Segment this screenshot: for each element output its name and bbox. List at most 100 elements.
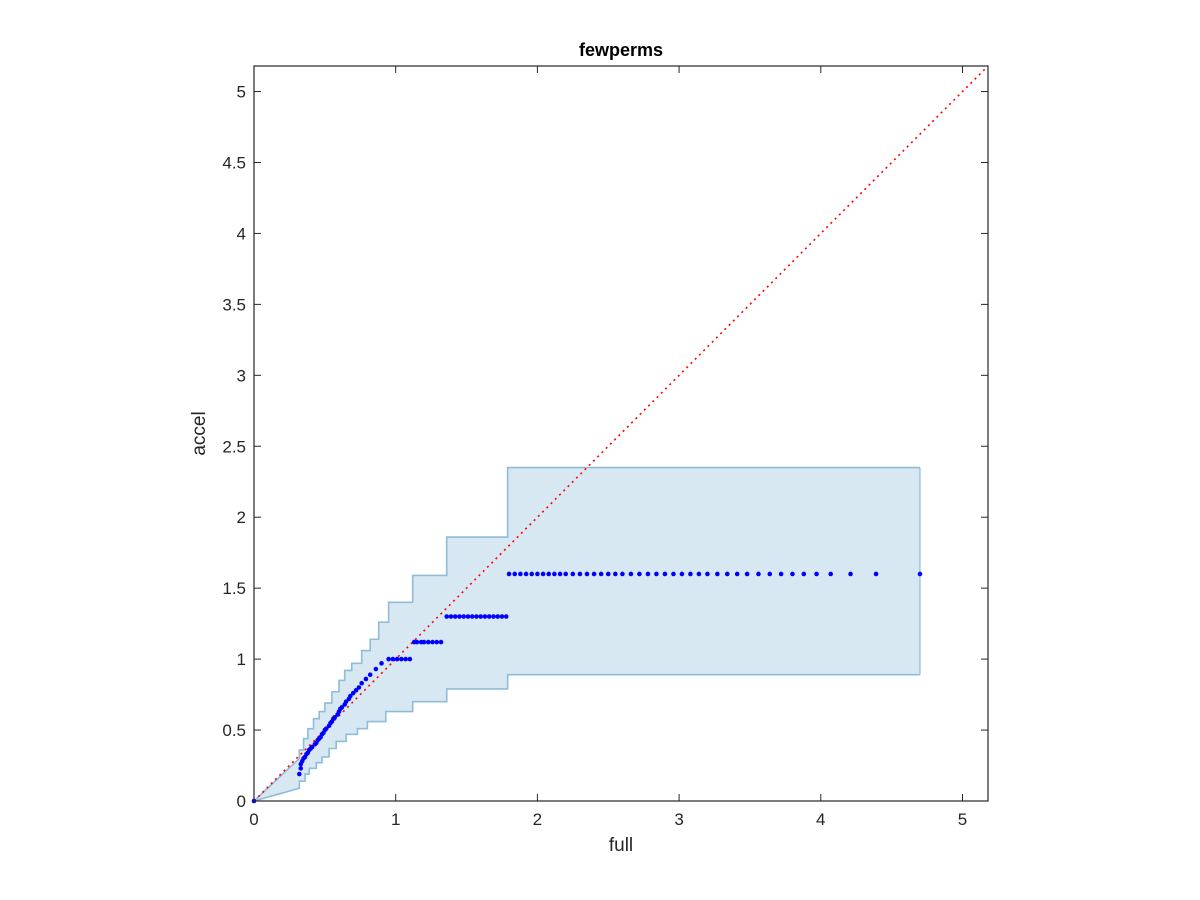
data-point <box>486 614 492 619</box>
data-point <box>452 614 458 619</box>
data-point <box>399 656 404 662</box>
data-point <box>425 639 431 645</box>
y-tick-label: 3.5 <box>222 295 246 314</box>
data-point <box>403 656 408 662</box>
data-point <box>628 571 634 577</box>
band-layer <box>253 466 921 802</box>
data-point <box>495 614 501 619</box>
data-point <box>654 571 659 577</box>
data-point <box>540 571 546 577</box>
y-tick-label: 5 <box>237 83 246 102</box>
data-point <box>645 571 651 577</box>
x-tick-label: 1 <box>391 810 400 829</box>
data-point <box>828 571 834 577</box>
y-tick-label: 4.5 <box>222 153 246 172</box>
data-point <box>465 614 471 619</box>
data-point <box>430 639 435 645</box>
data-point <box>671 571 676 577</box>
data-point <box>407 656 413 662</box>
data-point <box>705 571 710 577</box>
data-point <box>386 656 391 662</box>
points-layer <box>251 571 923 804</box>
data-point <box>448 614 454 619</box>
data-point <box>535 571 540 577</box>
data-point <box>363 676 369 682</box>
reference-line-layer <box>253 65 989 802</box>
data-point <box>434 639 440 645</box>
y-tick-label: 0.5 <box>222 721 246 740</box>
data-point <box>814 571 819 577</box>
x-tick-label: 0 <box>249 810 258 829</box>
data-point <box>778 571 784 577</box>
data-point <box>563 571 569 577</box>
data-point <box>503 614 509 619</box>
data-point <box>570 571 576 577</box>
data-point <box>605 571 611 577</box>
data-point <box>873 571 879 577</box>
x-tick-label: 4 <box>816 810 825 829</box>
data-point <box>367 672 373 678</box>
data-point <box>523 571 529 577</box>
data-point <box>557 571 563 577</box>
data-point <box>298 766 304 771</box>
axes-box <box>253 65 989 802</box>
reference-line <box>253 65 989 802</box>
data-point <box>637 571 642 577</box>
data-point <box>744 571 750 577</box>
data-point <box>359 680 364 686</box>
data-point <box>546 571 552 577</box>
data-point <box>715 571 720 577</box>
data-point <box>696 571 702 577</box>
data-point <box>688 571 693 577</box>
data-point <box>662 571 668 577</box>
data-point <box>394 656 400 662</box>
data-point <box>323 726 329 731</box>
band-upper-edge <box>253 466 920 802</box>
data-point <box>767 571 773 577</box>
data-point <box>801 571 807 577</box>
y-tick-label: 2 <box>237 508 246 527</box>
x-tick-label: 2 <box>533 810 542 829</box>
x-axis-label: full <box>609 835 633 856</box>
data-point <box>529 571 535 577</box>
data-point <box>552 571 557 577</box>
x-tick-label: 5 <box>958 810 967 829</box>
data-point <box>348 693 353 699</box>
data-point <box>297 771 302 777</box>
data-point <box>353 688 359 693</box>
band-fill <box>254 467 920 801</box>
data-point <box>414 639 420 645</box>
data-point <box>309 744 315 750</box>
data-point <box>373 666 379 672</box>
y-axis-label: accel <box>189 411 210 455</box>
data-point <box>379 661 384 666</box>
data-point <box>350 690 356 696</box>
data-point <box>482 614 488 619</box>
data-point <box>848 571 853 577</box>
data-point <box>790 571 795 577</box>
data-point <box>343 699 349 704</box>
data-point <box>474 614 479 619</box>
data-point <box>577 571 583 577</box>
data-point <box>461 614 467 619</box>
data-point <box>390 656 396 662</box>
data-point <box>584 571 590 577</box>
data-point <box>591 571 597 577</box>
chart-title: fewperms <box>579 40 663 60</box>
data-point <box>734 571 740 577</box>
y-tick-label: 3 <box>237 366 246 385</box>
x-tick-label: 3 <box>674 810 683 829</box>
data-point <box>332 714 338 720</box>
data-point <box>444 614 450 619</box>
data-point <box>518 571 523 577</box>
data-point <box>512 571 518 577</box>
data-point <box>620 571 625 577</box>
y-tick-label: 1 <box>237 650 246 669</box>
band-lower-edge <box>253 673 920 802</box>
data-point <box>679 571 685 577</box>
data-point <box>917 571 923 577</box>
y-tick-label: 4 <box>237 224 246 243</box>
y-tick-label: 2.5 <box>222 437 246 456</box>
data-point <box>457 614 462 619</box>
